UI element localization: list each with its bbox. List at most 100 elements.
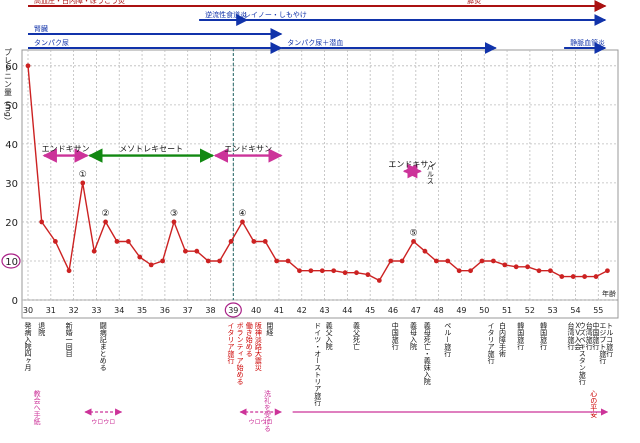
data-point	[183, 248, 188, 254]
event-label: 白内障手術	[499, 321, 507, 358]
x-tick-label: 55	[593, 306, 603, 315]
drug-span-label: メソトレキセート	[119, 145, 183, 154]
event-label: 台湾旅行	[567, 321, 575, 351]
data-point	[160, 258, 165, 264]
data-point	[536, 268, 542, 274]
x-tick-label: 33	[91, 306, 101, 315]
condition-bar-label: 静脈血管炎	[570, 38, 605, 47]
x-tick-label: 32	[69, 306, 79, 315]
data-point	[240, 219, 245, 225]
x-tick-highlight	[224, 302, 242, 318]
data-point	[468, 268, 473, 274]
x-tick-label: 50	[479, 306, 489, 315]
event-label: 新婚一回目	[65, 321, 73, 358]
x-tick-label: 44	[342, 306, 352, 315]
y-axis-label: プレドニン量（mg）	[4, 48, 13, 125]
x-tick-label: 30	[23, 306, 33, 315]
bottom-span-label: ウロウロ	[91, 418, 115, 426]
x-tick-label: 43	[319, 306, 329, 315]
event-label: ペルー旅行	[444, 322, 452, 358]
condition-bar-label: 膵炎	[467, 0, 481, 5]
circled-number: ③	[170, 209, 178, 219]
event-label: 台湾旅行	[585, 321, 593, 351]
event-label: 閉経	[266, 322, 274, 337]
data-point	[456, 268, 462, 274]
data-point	[52, 239, 58, 244]
x-tick-label: 51	[502, 306, 512, 315]
data-point	[548, 268, 553, 274]
x-tick-label: 39	[228, 306, 238, 315]
x-unit-label: 年齢	[602, 289, 616, 298]
data-point	[274, 258, 280, 264]
event-label: ウズベキスタン旅行	[578, 322, 586, 386]
data-point	[228, 239, 234, 244]
data-point	[137, 254, 143, 260]
bottom-note: 教会へ手紙	[33, 389, 41, 426]
event-label: 働き始める	[245, 321, 253, 357]
event-label: エジプト旅行	[599, 322, 607, 365]
data-point	[148, 262, 154, 268]
event-label: 発病入院四ヶ月	[24, 321, 32, 372]
event-label: 義母死亡・義妹入院	[423, 321, 431, 386]
event-label: 韓国旅行	[540, 321, 548, 351]
data-point	[388, 258, 394, 264]
x-tick-label: 38	[205, 306, 215, 315]
x-tick-label: 54	[570, 306, 580, 315]
condition-bar-label: 逆流性食道炎	[205, 10, 247, 19]
data-point	[25, 63, 31, 69]
condition-bar-label: タンパク尿＋潜血	[287, 38, 343, 47]
data-point	[66, 268, 72, 274]
data-point	[376, 278, 382, 283]
x-tick-label: 42	[297, 306, 307, 315]
x-tick-label: 41	[274, 306, 284, 315]
event-label: イタリア旅行	[487, 322, 495, 365]
data-point	[103, 219, 108, 225]
x-tick-label: 47	[411, 306, 421, 315]
condition-bar-label: レイノー・しもやけ	[244, 11, 307, 19]
data-point	[445, 258, 451, 264]
x-tick-label: 37	[183, 306, 193, 315]
data-point	[262, 239, 268, 244]
data-point	[559, 274, 565, 279]
data-point	[490, 258, 496, 264]
y-tick-label: 60	[5, 62, 18, 73]
drug-span-label: エンドキサン	[388, 160, 436, 169]
data-point	[433, 258, 439, 264]
drug-span-label: エンドキサン	[42, 145, 90, 154]
plot-area	[21, 49, 619, 301]
data-point	[217, 258, 223, 264]
data-point	[342, 270, 348, 276]
event-label: ドイツ・オーストリア旅行	[314, 322, 322, 407]
event-label: トルコ旅行	[606, 322, 614, 358]
circled-number: ④	[238, 209, 246, 219]
x-tick-label: 35	[137, 306, 147, 315]
data-point	[513, 264, 519, 270]
data-point	[125, 239, 131, 244]
x-tick-label: 48	[434, 306, 444, 315]
x-tick-label: 53	[548, 306, 558, 315]
event-label: 義母入院	[410, 321, 418, 351]
event-label: 退院	[38, 321, 46, 337]
data-point	[297, 268, 302, 274]
data-point	[171, 219, 177, 225]
event-label: 義父死亡	[353, 321, 361, 350]
x-tick-label: 36	[160, 306, 170, 315]
x-tick-label: 40	[251, 306, 261, 315]
data-point	[194, 248, 200, 254]
x-tick-label: 31	[46, 306, 56, 315]
event-label: イタリア旅行	[227, 322, 235, 365]
condition-bar-label: 高血圧・白内障・ぼうこう炎	[34, 0, 125, 5]
event-label: 阪神淡路大震災	[254, 321, 262, 371]
y-tick-label: 40	[5, 140, 18, 151]
data-point	[582, 274, 588, 279]
y-tick-label: 30	[5, 179, 18, 190]
x-tick-label: 45	[365, 306, 375, 315]
drug-span-label: エンドキサン	[224, 145, 272, 154]
bottom-span-label: ウロウロ	[249, 418, 273, 426]
y-tick-label: 0	[12, 296, 18, 307]
event-label: 中国旅行	[592, 321, 600, 351]
circled-number: ⑤	[409, 228, 417, 238]
data-point	[411, 239, 416, 244]
